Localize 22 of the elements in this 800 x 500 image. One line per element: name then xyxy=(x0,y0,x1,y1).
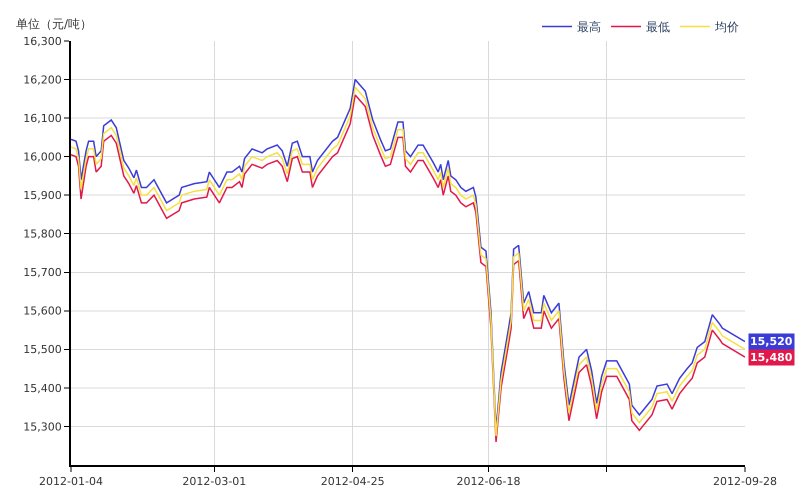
x-tick-label: 2012-09-28 xyxy=(713,475,777,488)
y-tick-label: 15,300 xyxy=(23,420,62,434)
annotation: 15,520 xyxy=(750,335,793,348)
y-tick-label: 16,200 xyxy=(23,73,62,86)
x-tick-label: 2012-04-25 xyxy=(320,475,385,488)
legend-label: 最高 xyxy=(577,20,601,34)
y-tick-label: 15,500 xyxy=(23,343,62,356)
x-tick-label: 2012-01-04 xyxy=(39,475,103,488)
y-tick-label: 15,600 xyxy=(23,304,62,318)
annotation: 15,480 xyxy=(750,351,793,364)
legend-label: 均价 xyxy=(714,20,739,34)
y-tick-label: 15,900 xyxy=(23,189,62,202)
legend-label: 最低 xyxy=(646,20,670,34)
y-tick-label: 16,100 xyxy=(23,112,62,125)
y-tick-label: 15,700 xyxy=(23,266,62,280)
x-tick-label: 2012-06-18 xyxy=(456,475,520,488)
y-tick-label: 16,000 xyxy=(23,150,62,164)
x-tick-label: 2012-03-01 xyxy=(182,475,246,488)
y-tick-label: 16,300 xyxy=(23,34,62,48)
y-tick-label: 15,400 xyxy=(23,382,62,395)
y-tick-label: 15,800 xyxy=(23,228,62,241)
y-axis-title: 单位（元/吨） xyxy=(16,17,92,31)
